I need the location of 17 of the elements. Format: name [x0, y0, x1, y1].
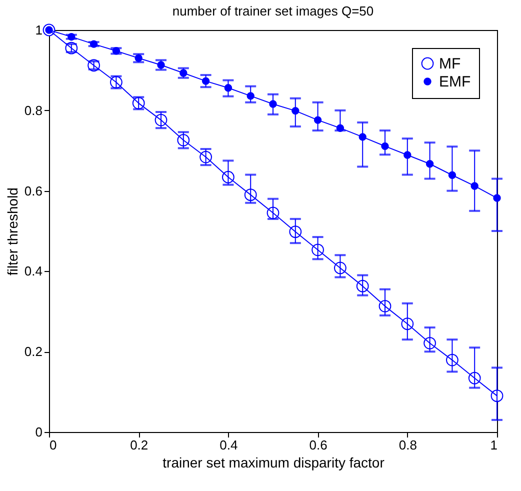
chart-title: number of trainer set images Q=50: [172, 3, 374, 18]
y-tick-label: 0.4: [24, 264, 42, 279]
x-tick-label: 0.6: [309, 438, 328, 452]
x-axis-title: trainer set maximum disparity factor: [162, 454, 385, 470]
y-tick-label: 0.6: [24, 183, 42, 198]
x-tick-label: 0: [50, 438, 57, 452]
y-tick-label: 0.2: [24, 344, 42, 360]
y-tick-label: 0: [35, 424, 42, 440]
x-tick-label: 0.4: [220, 438, 238, 452]
y-axis-title: filter threshold: [4, 188, 20, 276]
x-tick-label: 0.2: [130, 438, 148, 452]
legend-label: EMF: [439, 74, 471, 90]
y-tick-label: 1: [35, 22, 42, 38]
x-tick-label: 0.8: [398, 438, 417, 452]
legend-label: MF: [439, 56, 461, 72]
y-tick-label: 0.8: [24, 102, 42, 118]
x-tick-label: 1: [490, 438, 498, 452]
